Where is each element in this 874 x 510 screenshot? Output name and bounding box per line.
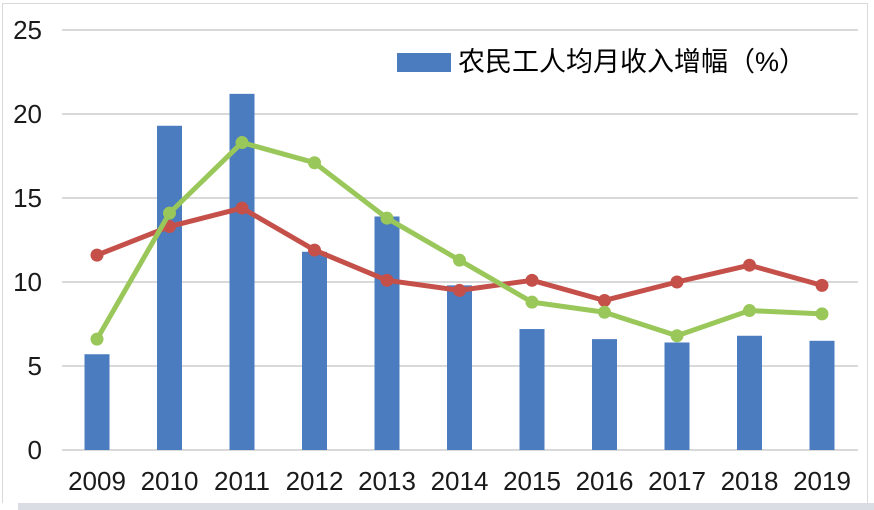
green-line-series-marker-2010 (163, 206, 176, 220)
red-line-series-marker-2011 (235, 201, 249, 215)
red-line-series-marker-2009 (90, 248, 104, 262)
y-tick-label-20: 20 (13, 99, 42, 129)
y-tick-label-15: 15 (13, 183, 42, 213)
x-tick-label-2009: 2009 (68, 466, 126, 496)
red-line-series-marker-2014 (453, 283, 466, 297)
green-line-series-marker-2012 (308, 156, 321, 170)
bar-2015 (519, 329, 545, 450)
legend-label: 农民工人均月收入增幅（%） (458, 47, 807, 77)
bar-2010 (157, 125, 182, 450)
bar-2014 (447, 285, 472, 450)
green-line-series-marker-2015 (525, 295, 539, 309)
green-line-series-marker-2013 (380, 211, 394, 225)
red-line-series-marker-2016 (598, 293, 611, 307)
green-line-series-marker-2014 (453, 253, 466, 267)
x-tick-label-2018: 2018 (721, 466, 779, 496)
bottom-edge-strip (18, 503, 874, 510)
legend: 农民工人均月收入增幅（%） (397, 49, 806, 76)
bar-2019 (809, 340, 835, 450)
green-line-series-marker-2017 (670, 329, 684, 343)
red-line-series-marker-2017 (670, 275, 684, 289)
bar-2017 (664, 342, 690, 450)
x-tick-label-2016: 2016 (576, 466, 634, 496)
green-line-series-marker-2018 (743, 304, 756, 318)
x-tick-label-2014: 2014 (431, 466, 489, 496)
x-tick-label-2017: 2017 (648, 466, 706, 496)
legend-swatch-bar-series (397, 53, 451, 72)
red-line-series-marker-2012 (308, 243, 321, 257)
x-tick-label-2015: 2015 (503, 466, 561, 496)
bar-2018 (737, 335, 762, 450)
x-tick-label-2019: 2019 (793, 466, 851, 496)
bar-2016 (592, 339, 617, 450)
red-line-series-marker-2019 (815, 278, 829, 292)
y-tick-label-0: 0 (28, 435, 42, 465)
x-tick-label-2013: 2013 (358, 466, 416, 496)
red-line-series-marker-2015 (525, 273, 539, 287)
bar-2009 (84, 354, 110, 450)
red-line-series-marker-2018 (743, 258, 756, 272)
green-line-series-marker-2011 (235, 136, 249, 150)
green-line-series-marker-2016 (598, 305, 611, 319)
y-tick-label-10: 10 (13, 267, 42, 297)
y-tick-label-25: 25 (13, 15, 42, 45)
x-tick-label-2012: 2012 (286, 466, 344, 496)
bar-2012 (302, 251, 327, 450)
bar-2013 (374, 216, 400, 450)
x-tick-label-2010: 2010 (141, 466, 199, 496)
red-line-series-marker-2013 (380, 273, 394, 287)
y-tick-label-5: 5 (28, 351, 42, 381)
x-tick-label-2011: 2011 (214, 466, 270, 496)
green-line-series-marker-2009 (90, 332, 104, 346)
green-line-series-marker-2019 (815, 307, 829, 321)
